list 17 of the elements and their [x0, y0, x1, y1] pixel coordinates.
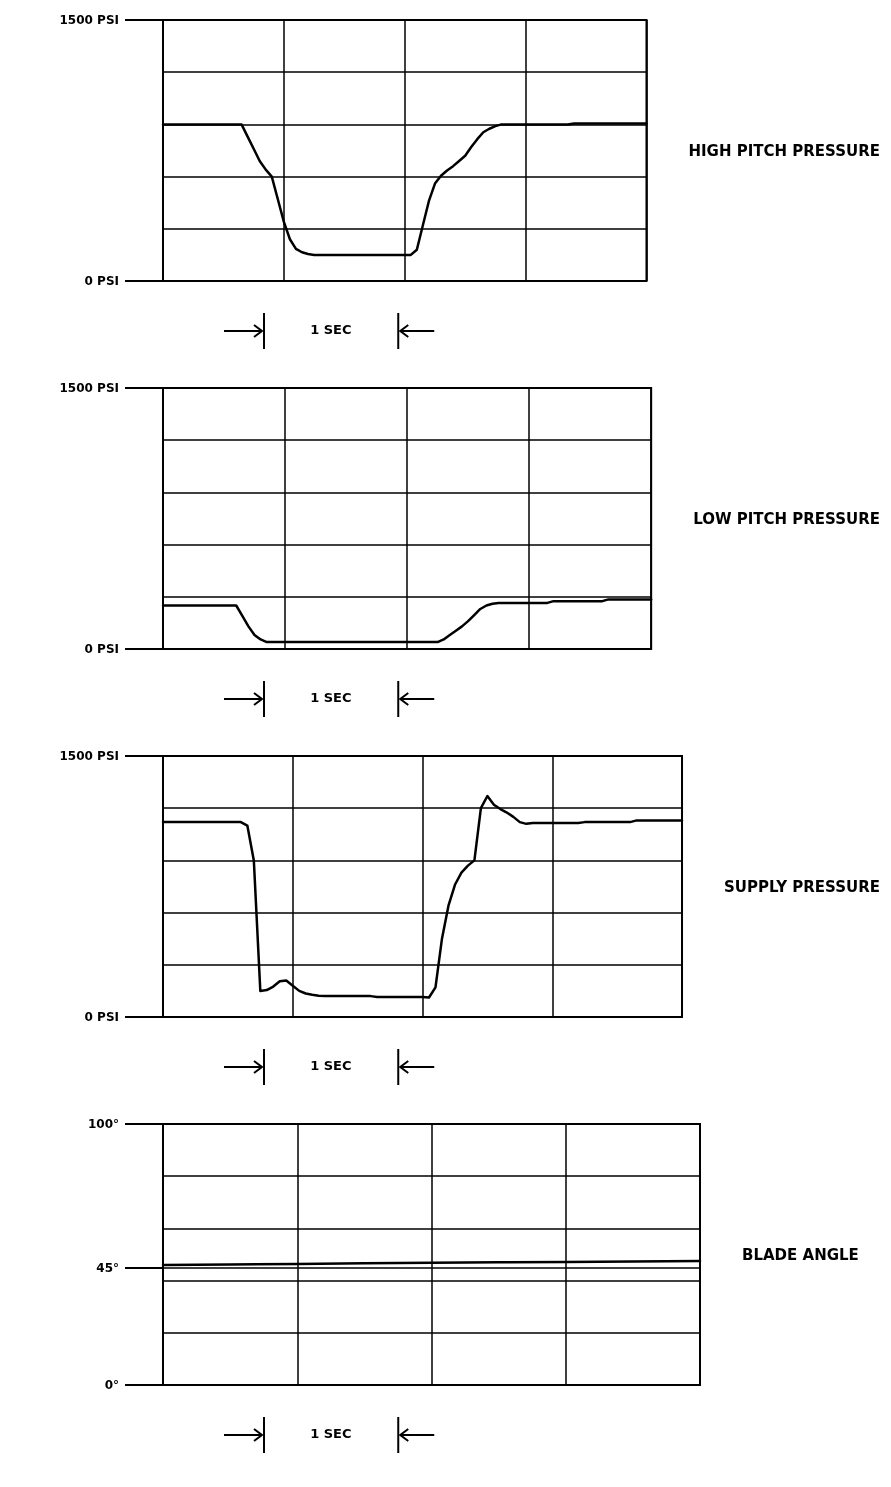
- text: 1 SEC: [309, 690, 353, 705]
- y-tick-label: 1500 PSI: [59, 13, 119, 27]
- y-axis-title: BLADE ANGLE: [742, 1245, 859, 1264]
- y-axis-title: SUPPLY PRESSURE: [724, 877, 881, 896]
- y-tick-label: 0 PSI: [84, 1010, 119, 1024]
- y-tick-label: 0°: [104, 1378, 119, 1392]
- y-tick-label: 1500 PSI: [59, 749, 119, 763]
- y-tick-label: 0 PSI: [84, 642, 119, 656]
- y-tick-label: 0 PSI: [84, 274, 119, 288]
- y-tick-label: 100°: [87, 1117, 119, 1131]
- y-axis-title: LOW PITCH PRESSURE: [693, 509, 881, 528]
- y-tick-label: 45°: [96, 1260, 119, 1275]
- text: 1 SEC: [309, 1426, 353, 1441]
- y-axis-title: HIGH PITCH PRESSURE: [688, 141, 880, 160]
- text: 1 SEC: [309, 1058, 353, 1073]
- text: 1 SEC: [309, 322, 353, 337]
- y-tick-label: 1500 PSI: [59, 381, 119, 395]
